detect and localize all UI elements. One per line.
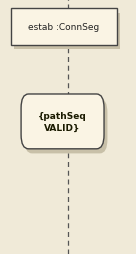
Text: estab :ConnSeg: estab :ConnSeg [28,23,100,32]
FancyBboxPatch shape [21,94,104,149]
FancyBboxPatch shape [14,13,120,50]
FancyBboxPatch shape [11,9,117,46]
Text: {pathSeq
VALID}: {pathSeq VALID} [38,112,87,132]
FancyBboxPatch shape [24,99,107,154]
